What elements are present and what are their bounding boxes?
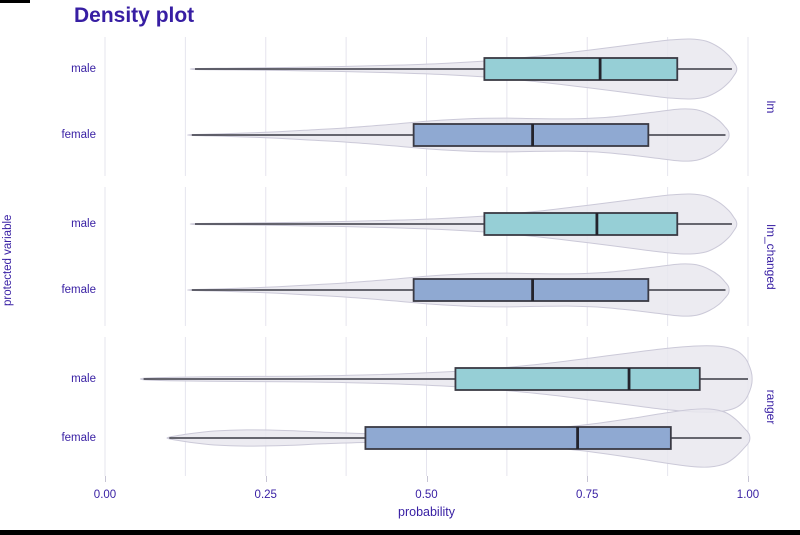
- x-tick-mark: [265, 476, 267, 482]
- box-ranger-female: [364, 426, 672, 450]
- x-axis-title: probability: [398, 505, 455, 519]
- box-ranger-male: [454, 367, 701, 391]
- x-tick-label-0.50: 0.50: [415, 489, 438, 501]
- facet-panel-lm: [104, 37, 749, 176]
- facet-strip-label-ranger: ranger: [764, 389, 778, 424]
- box-lm-female: [412, 123, 650, 147]
- x-tick-label-0.75: 0.75: [576, 489, 599, 501]
- facet-strip-label-lm_changed: lm_changed: [764, 223, 778, 290]
- top-left-border-mark: [0, 0, 30, 3]
- y-category-label-lm_changed-male: male: [71, 218, 96, 230]
- facet-panel-ranger: [104, 337, 753, 476]
- x-tick-mark: [748, 476, 749, 482]
- bottom-border-bar: [0, 530, 800, 535]
- y-category-label-ranger-female: female: [61, 432, 96, 444]
- x-tick-mark: [587, 476, 589, 482]
- y-category-label-lm_changed-female: female: [61, 284, 96, 296]
- x-tick-label-1.00: 1.00: [736, 489, 760, 501]
- x-tick-mark: [426, 476, 428, 482]
- facet-strip-label-lm: lm: [764, 100, 778, 113]
- y-category-label-ranger-male: male: [71, 373, 96, 385]
- y-category-label-lm-female: female: [61, 129, 96, 141]
- x-tick-label-0.00: 0.00: [93, 489, 117, 501]
- plot-title: Density plot: [74, 4, 195, 27]
- x-tick-mark: [105, 476, 106, 482]
- box-lm_changed-female: [412, 278, 650, 302]
- facet-panel-lm_changed: [104, 187, 749, 326]
- box-lm-male: [483, 57, 679, 81]
- box-lm_changed-male: [483, 212, 679, 236]
- x-tick-label-0.25: 0.25: [254, 489, 277, 501]
- y-category-label-lm-male: male: [71, 63, 96, 75]
